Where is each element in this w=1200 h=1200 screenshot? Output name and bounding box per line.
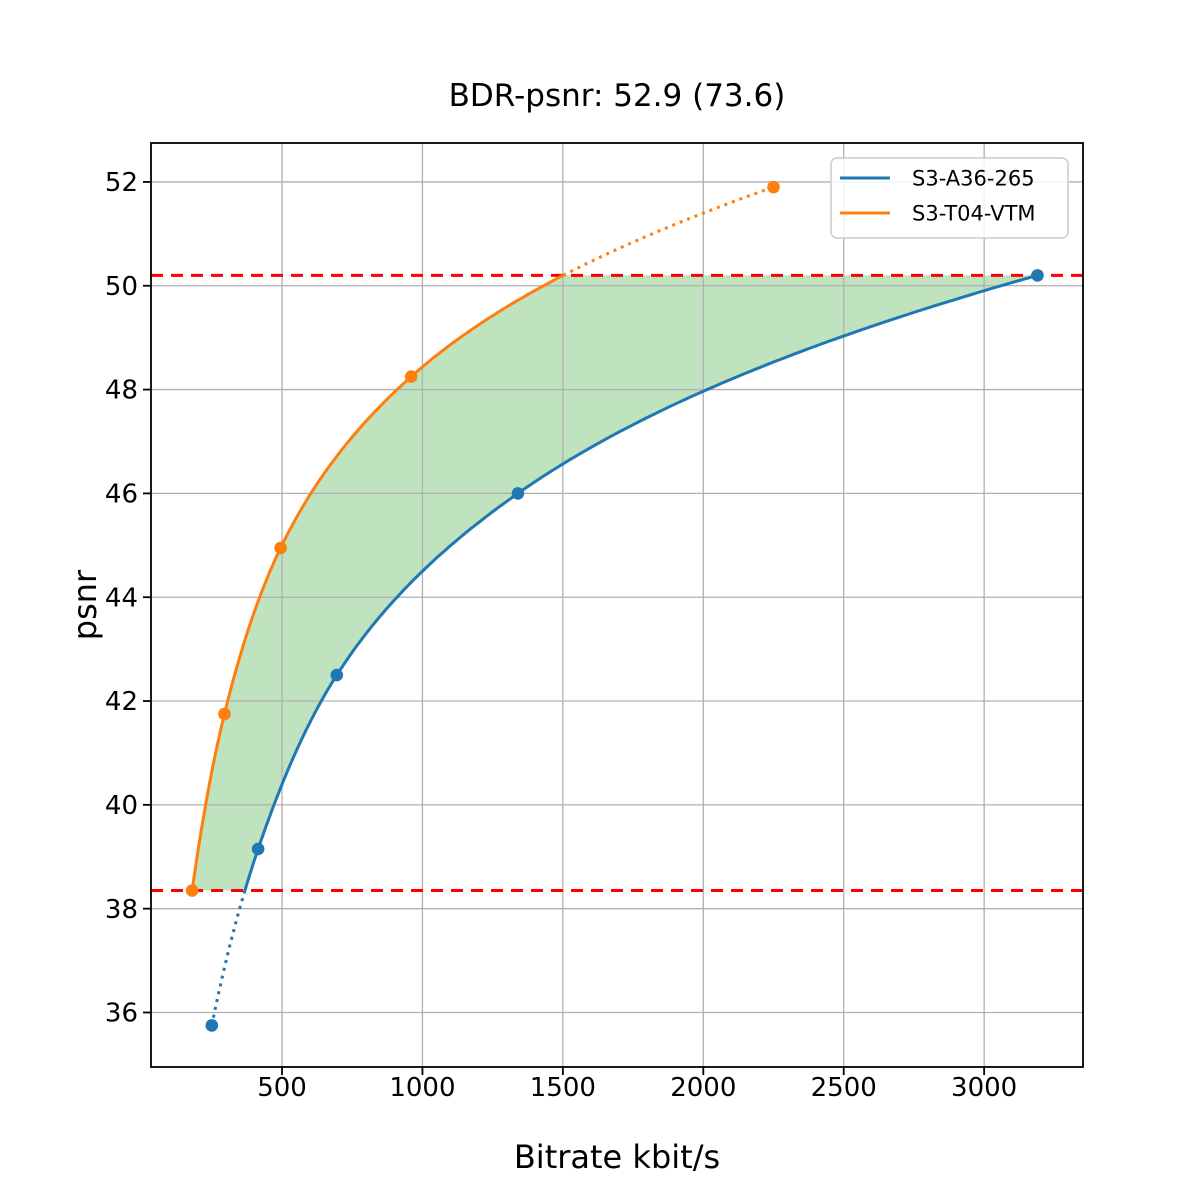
data-point-marker-S3-T04-VTM — [185, 884, 199, 897]
data-point-marker-S3-A36-265 — [1031, 269, 1044, 282]
y-tick-label: 40 — [105, 791, 138, 821]
plot-border — [150, 142, 1084, 1068]
y-axis-label: psnr — [66, 569, 104, 640]
x-tick-label: 500 — [257, 1073, 307, 1103]
y-tick-label: 52 — [105, 168, 138, 198]
x-tick-label: 2500 — [811, 1073, 877, 1103]
rd-curve-S3-T04-VTM — [190, 274, 564, 891]
data-point-marker-S3-A36-265 — [330, 668, 344, 682]
bd-shaded-region — [192, 275, 1038, 891]
rd-curve-S3-A36-265 — [243, 273, 1038, 891]
data-point-marker-S3-A36-265 — [205, 1019, 219, 1032]
data-point-marker-S3-A36-265 — [511, 487, 525, 500]
y-tick-label: 50 — [105, 272, 138, 302]
x-axis-label: Bitrate kbit/s — [514, 1138, 720, 1176]
rd-curve-S3-T04-VTM-dotted — [562, 185, 775, 277]
y-tick-label: 46 — [105, 479, 138, 509]
data-point-marker-S3-T04-VTM — [274, 541, 287, 555]
data-point-marker-S3-T04-VTM — [404, 370, 418, 383]
x-tick-label: 1000 — [389, 1073, 455, 1103]
y-tick-label: 38 — [105, 895, 138, 925]
y-tick-label: 36 — [105, 999, 138, 1029]
data-point-marker-S3-T04-VTM — [218, 707, 231, 721]
y-tick-label: 48 — [105, 376, 138, 406]
legend-label-S3-T04-VTM: S3-T04-VTM — [912, 201, 1036, 225]
x-tick-label: 2000 — [670, 1073, 736, 1103]
data-point-marker-S3-A36-265 — [251, 842, 265, 856]
legend-box — [830, 157, 1069, 239]
rd-curve-S3-A36-265-dotted — [210, 890, 247, 1026]
y-tick-label: 42 — [105, 687, 138, 717]
chart-title: BDR-psnr: 52.9 (73.6) — [449, 78, 786, 114]
data-point-marker-S3-T04-VTM — [767, 180, 780, 194]
y-tick-label: 44 — [105, 583, 138, 613]
x-tick-label: 1500 — [530, 1073, 596, 1103]
legend-label-S3-A36-265: S3-A36-265 — [912, 166, 1035, 190]
x-tick-label: 3000 — [951, 1073, 1017, 1103]
